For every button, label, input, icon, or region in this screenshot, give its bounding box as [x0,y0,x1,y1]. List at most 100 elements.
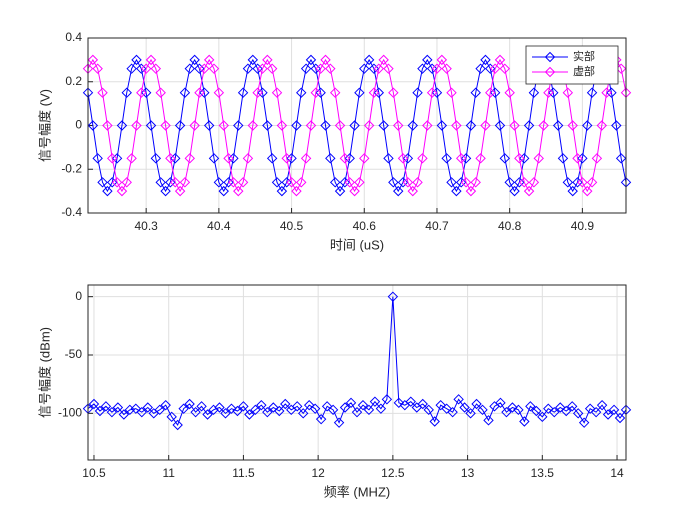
data-marker [131,120,142,131]
data-marker [232,405,243,417]
data-marker [608,404,620,416]
data-marker [436,120,448,131]
data-marker [582,120,593,131]
data-marker [242,63,254,74]
data-marker [480,54,491,66]
data-marker [286,177,297,188]
data-marker [572,153,583,164]
data-marker [422,120,433,131]
x-tick-label: 40.9 [571,219,595,233]
data-marker [494,120,506,131]
data-marker [387,291,399,302]
data-marker [572,177,583,188]
data-marker [315,63,326,74]
data-marker [562,87,574,98]
x-tick-label: 12.5 [381,466,405,480]
data-marker [102,120,113,131]
y-tick-label: -50 [65,347,83,361]
data-marker [485,87,496,98]
y-axis-label: 信号幅度 (V) [37,89,52,162]
data-marker [223,177,234,188]
data-marker [402,153,414,164]
data-marker [329,177,341,188]
data-marker [566,401,578,412]
y-tick-label: -0.2 [61,161,82,175]
data-marker [140,87,152,98]
data-marker [596,120,607,131]
data-marker [140,63,152,74]
data-marker [165,177,176,188]
data-marker [124,404,136,416]
data-marker [87,120,99,131]
y-tick-label: -100 [58,406,82,420]
data-marker [334,185,346,197]
axes-box [87,284,627,461]
data-marker [310,87,321,98]
y-tick-label: 0.2 [65,74,82,88]
data-marker [344,153,355,164]
data-marker [431,87,443,98]
data-marker [325,63,336,74]
data-marker [344,177,355,188]
y-tick-label: 0.4 [65,30,82,44]
data-marker [165,153,176,164]
data-marker [226,403,237,414]
data-marker [315,87,326,98]
data-marker [504,87,515,98]
data-marker [441,63,452,74]
data-marker [262,54,273,66]
x-tick-label: 11.5 [232,466,255,480]
data-marker [310,63,321,74]
data-marker [203,54,215,66]
data-marker [501,406,512,418]
data-marker [567,120,578,131]
data-marker [228,153,239,164]
data-marker [321,401,333,412]
data-marker [92,153,103,164]
data-marker [184,63,195,74]
data-marker [507,402,518,413]
data-marker [354,87,365,98]
data-marker [257,63,268,74]
data-marker [561,405,572,417]
data-marker [349,185,360,197]
data-marker [489,87,501,98]
data-marker [381,394,393,405]
data-marker [606,87,617,98]
data-marker [523,185,535,197]
data-marker [296,87,307,98]
data-marker [121,177,132,188]
data-marker [590,406,602,418]
data-marker [494,54,506,66]
data-marker [422,54,433,66]
data-marker [393,397,405,409]
x-tick-label: 12 [311,466,325,480]
data-marker [538,120,549,131]
data-marker [244,409,255,420]
data-marker [429,416,440,427]
data-marker [614,412,626,424]
data-marker [276,120,288,131]
data-marker [233,185,244,197]
x-tick-label: 11 [162,466,175,480]
data-marker [172,419,183,431]
data-marker [475,153,486,164]
data-marker [363,54,375,66]
data-marker [334,120,346,131]
data-marker [485,63,496,74]
data-marker [351,406,363,418]
data-marker [257,87,268,98]
data-marker [199,63,210,74]
data-marker [446,87,457,98]
data-marker [499,153,511,164]
data-marker [586,177,598,188]
data-marker [578,417,590,428]
data-marker [213,177,225,188]
data-marker [480,120,491,131]
x-tick-label: 40.4 [207,219,231,233]
series-line [87,296,627,427]
data-marker [266,63,278,74]
x-axis-label: 频率 (MHZ) [324,484,390,499]
data-marker [136,406,148,418]
x-tick-label: 10.5 [82,466,106,480]
